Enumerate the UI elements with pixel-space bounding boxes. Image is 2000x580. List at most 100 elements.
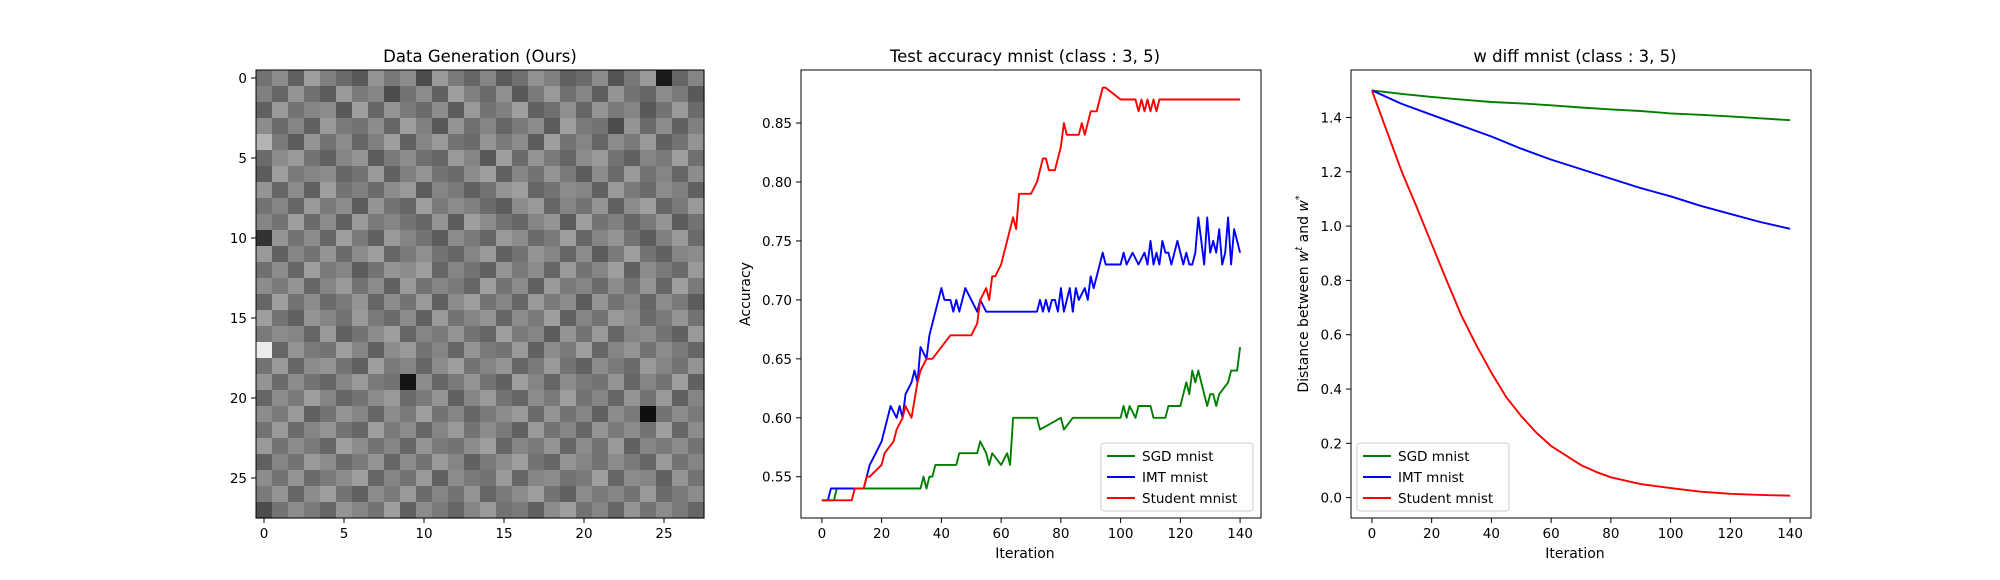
heatmap-cell (640, 278, 657, 295)
heatmap-cell (432, 246, 449, 263)
heatmap-cell (304, 214, 321, 231)
heatmap-cell (608, 406, 625, 423)
heatmap-cell (400, 358, 417, 375)
heatmap-cell (272, 422, 289, 439)
heatmap-cell (592, 150, 609, 167)
heatmap-cell (496, 230, 513, 247)
heatmap-cell (320, 214, 337, 231)
heatmap-cell (672, 230, 689, 247)
heatmap-cell (368, 150, 385, 167)
heatmap-cell (512, 166, 529, 183)
panel-w-diff: w diff mnist (class : 3, 5) 0 20 40 60 80 100… (1294, 47, 1812, 562)
heatmap-cell (272, 406, 289, 423)
heatmap-cell (672, 406, 689, 423)
heatmap-cell (656, 118, 673, 135)
heatmap-cell (688, 182, 705, 199)
heatmap-cell (304, 198, 321, 215)
heatmap-cell (384, 454, 401, 471)
heatmap-cell (624, 502, 641, 519)
heatmap-cell (512, 198, 529, 215)
heatmap-cell (272, 134, 289, 151)
heatmap-x-tick-label: 0 (260, 526, 269, 542)
heatmap-cell (608, 358, 625, 375)
heatmap-cell (400, 230, 417, 247)
heatmap-cell (432, 86, 449, 103)
heatmap-cell (464, 438, 481, 455)
heatmap-cell (656, 70, 673, 87)
heatmap-cell (512, 438, 529, 455)
heatmap-cell (288, 262, 305, 279)
heatmap-cell (368, 294, 385, 311)
accuracy-x-tick-label: 20 (873, 526, 890, 542)
heatmap-cell (384, 390, 401, 407)
heatmap-cell (304, 470, 321, 487)
heatmap-cell (336, 390, 353, 407)
heatmap-cell (304, 102, 321, 119)
heatmap-cell (272, 486, 289, 503)
heatmap-cell (672, 486, 689, 503)
heatmap-cell (448, 166, 465, 183)
heatmap-cell (560, 486, 577, 503)
heatmap-cell (592, 470, 609, 487)
heatmap-cell (480, 134, 497, 151)
heatmap-cell (464, 422, 481, 439)
heatmap-cell (592, 502, 609, 519)
heatmap-cell (464, 390, 481, 407)
heatmap-cell (608, 70, 625, 87)
heatmap-cell (304, 150, 321, 167)
heatmap-cell (560, 150, 577, 167)
wdiff-x-tick-label: 80 (1602, 526, 1619, 542)
heatmap-cell (496, 214, 513, 231)
heatmap-cell (464, 118, 481, 135)
heatmap-cell (448, 230, 465, 247)
heatmap-y-tick-label: 15 (230, 311, 247, 327)
heatmap-cell (320, 486, 337, 503)
heatmap-cell (320, 438, 337, 455)
heatmap-cell (656, 150, 673, 167)
heatmap-cell (544, 326, 561, 343)
heatmap-cell (512, 422, 529, 439)
heatmap-cell (272, 326, 289, 343)
heatmap-cell (336, 246, 353, 263)
heatmap-cell (672, 214, 689, 231)
heatmap-cell (656, 358, 673, 375)
heatmap-cell (608, 246, 625, 263)
heatmap-cell (416, 294, 433, 311)
heatmap-cell (512, 294, 529, 311)
heatmap-cell (496, 502, 513, 519)
heatmap-cell (592, 310, 609, 327)
heatmap-cell (352, 118, 369, 135)
heatmap-cell (464, 470, 481, 487)
heatmap-cell (352, 246, 369, 263)
heatmap-cell (336, 86, 353, 103)
heatmap-cell (512, 134, 529, 151)
heatmap-cell (288, 70, 305, 87)
heatmap-cell (576, 102, 593, 119)
heatmap-cell (672, 182, 689, 199)
heatmap-cell (608, 102, 625, 119)
heatmap-cell (608, 262, 625, 279)
heatmap-cell (624, 406, 641, 423)
heatmap-cell (448, 198, 465, 215)
heatmap-cell (528, 390, 545, 407)
heatmap-cell (688, 406, 705, 423)
heatmap-cell (432, 118, 449, 135)
heatmap-ticks: 0 5 10 15 20 25 0 5 10 15 20 25 (230, 71, 673, 542)
heatmap-cell (256, 118, 273, 135)
heatmap-cell (352, 166, 369, 183)
heatmap-y-tick-label: 5 (238, 151, 247, 167)
heatmap-cell (384, 214, 401, 231)
heatmap-cell (384, 166, 401, 183)
heatmap-cell (672, 134, 689, 151)
heatmap-cell (352, 214, 369, 231)
wdiff-x-tick-label: 120 (1717, 526, 1743, 542)
heatmap-cell (544, 118, 561, 135)
accuracy-legend-box (1100, 442, 1254, 512)
heatmap-cell (384, 358, 401, 375)
heatmap-cell (640, 102, 657, 119)
heatmap-cell (256, 406, 273, 423)
heatmap-cell (544, 246, 561, 263)
heatmap-cell (480, 342, 497, 359)
heatmap-cell (560, 310, 577, 327)
heatmap-cell (688, 198, 705, 215)
